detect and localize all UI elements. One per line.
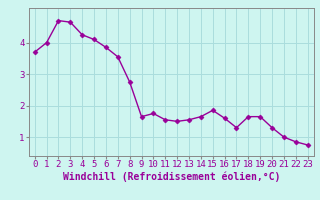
X-axis label: Windchill (Refroidissement éolien,°C): Windchill (Refroidissement éolien,°C) [62, 172, 280, 182]
